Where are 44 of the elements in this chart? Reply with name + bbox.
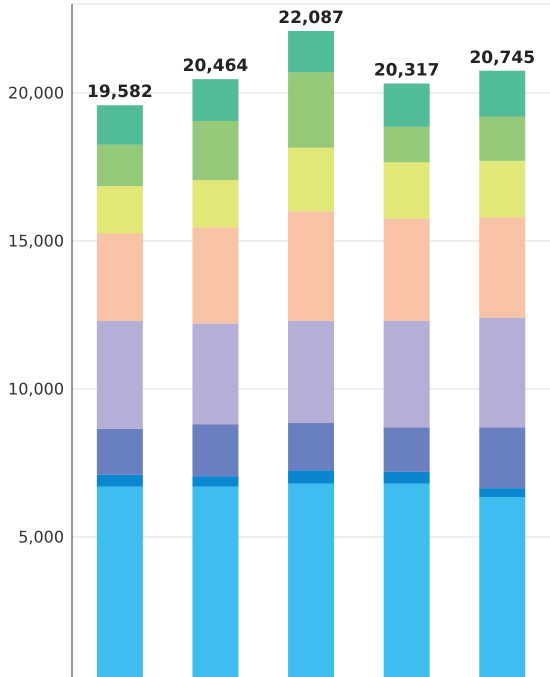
- bar: [96, 105, 143, 145]
- total-label: 20,317: [374, 60, 440, 80]
- bar: [96, 144, 143, 186]
- y-tick-label: 5,000: [18, 528, 64, 547]
- bar: [288, 211, 334, 321]
- bar: [384, 83, 430, 127]
- bar: [192, 228, 238, 324]
- bar: [384, 126, 430, 162]
- bar: [479, 70, 526, 117]
- bar: [479, 318, 526, 428]
- bar: [192, 180, 238, 228]
- bar: [192, 120, 238, 180]
- y-tick-label: 20,000: [8, 84, 64, 103]
- bar: [479, 488, 526, 497]
- bar: [96, 428, 143, 475]
- bar: [384, 427, 430, 472]
- bar: [288, 31, 334, 72]
- bar: [192, 324, 238, 424]
- y-tick-label: 10,000: [8, 380, 64, 399]
- bar: [96, 233, 143, 321]
- total-label: 20,464: [182, 56, 248, 76]
- bar: [479, 116, 526, 161]
- bar: [192, 79, 238, 121]
- bar: [192, 476, 238, 487]
- bar: [479, 160, 526, 218]
- y-tick-label: 15,000: [8, 232, 64, 251]
- bar: [96, 474, 143, 487]
- bar: [384, 320, 430, 428]
- bar: [288, 422, 334, 470]
- total-label: 22,087: [278, 8, 344, 28]
- bar: [384, 218, 430, 321]
- bar: [96, 186, 143, 234]
- total-label: 19,582: [87, 82, 153, 102]
- bar: [288, 148, 334, 212]
- total-label: 20,745: [469, 48, 536, 68]
- bar: [96, 320, 143, 429]
- bar: [384, 472, 430, 484]
- bar: [479, 217, 526, 318]
- bar: [288, 470, 334, 484]
- bar: [288, 320, 334, 423]
- bar: [288, 72, 334, 148]
- bar: [479, 427, 526, 488]
- bar: [192, 424, 238, 476]
- bar: [384, 162, 430, 219]
